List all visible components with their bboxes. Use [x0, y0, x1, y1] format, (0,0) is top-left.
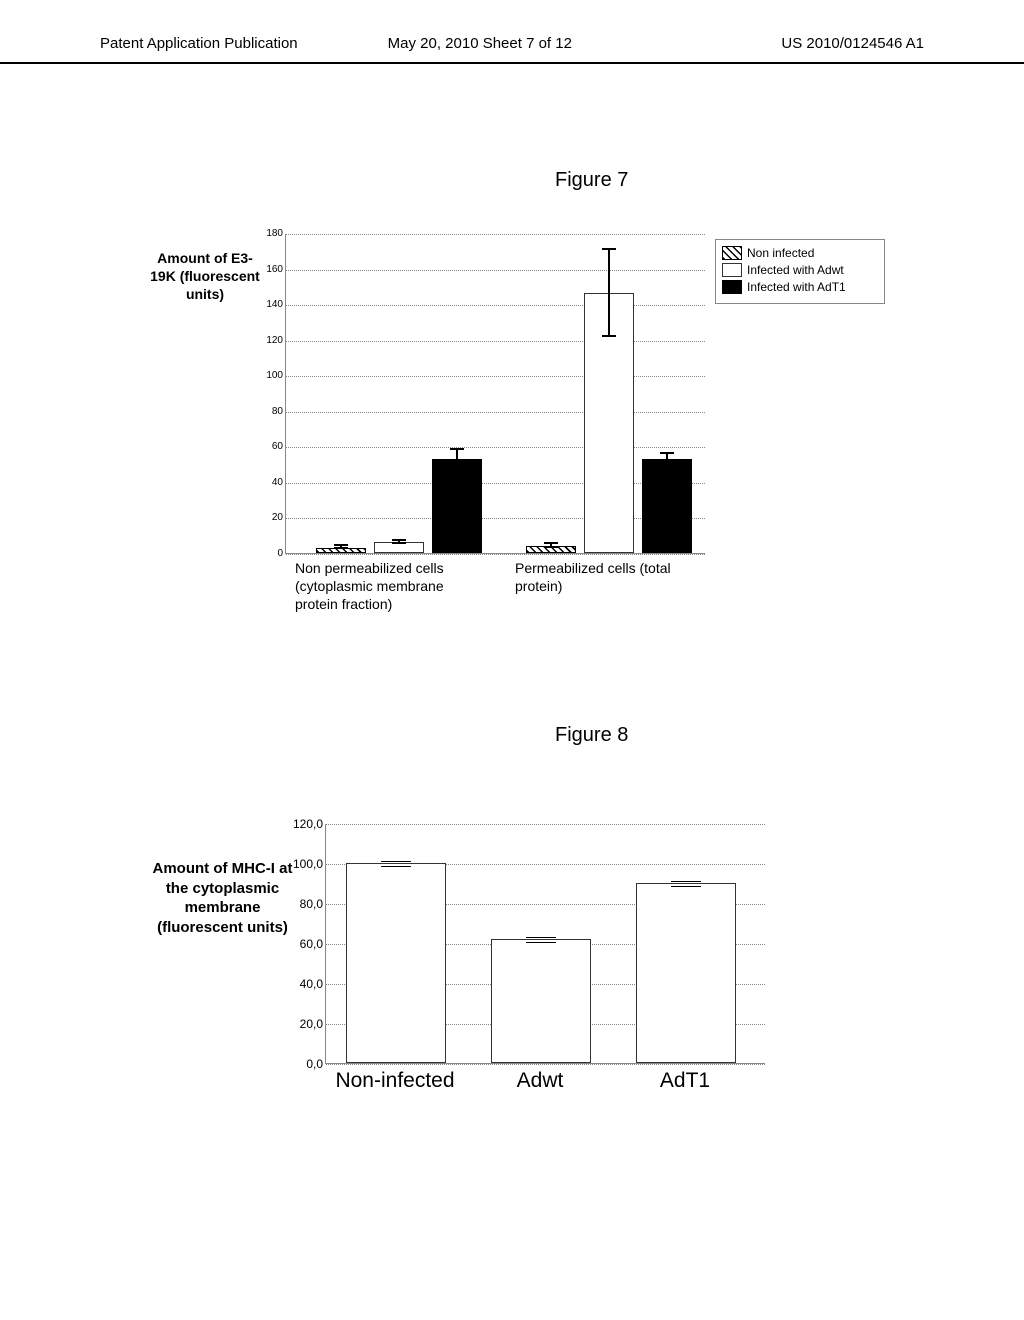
- chart7-errorbar: [666, 452, 668, 466]
- chart7-bar: [316, 548, 366, 553]
- chart8-bar: [636, 883, 736, 1063]
- chart7-errorbar: [608, 248, 610, 337]
- chart7-gridline: [286, 270, 705, 271]
- chart7-bar: [642, 459, 692, 553]
- chart8-errorbar: [671, 881, 701, 887]
- chart8-ytick: 40,0: [288, 977, 323, 991]
- header-right: US 2010/0124546 A1: [781, 35, 924, 52]
- chart8-plot: 0,020,040,060,080,0100,0120,0: [325, 824, 765, 1064]
- legend-label: Infected with AdT1: [747, 280, 846, 294]
- figure7-title: Figure 7: [555, 169, 628, 192]
- chart7-legend-item: Non infected: [722, 246, 878, 260]
- chart8-errorbar: [381, 861, 411, 867]
- page-header: Patent Application Publication May 20, 2…: [0, 0, 1024, 64]
- chart8-bar: [346, 863, 446, 1063]
- chart7-ylabel: Amount of E3-19K (fluorescent units): [145, 249, 265, 304]
- chart7-container: Amount of E3-19K (fluorescent units) 020…: [145, 234, 885, 654]
- legend-swatch: [722, 280, 742, 294]
- legend-label: Non infected: [747, 246, 814, 260]
- chart8-ytick: 80,0: [288, 897, 323, 911]
- chart7-ytick: 180: [258, 228, 283, 239]
- chart7-errorbar: [398, 539, 400, 544]
- chart7-gridline: [286, 447, 705, 448]
- chart7-gridline: [286, 554, 705, 555]
- chart8-ytick: 0,0: [288, 1057, 323, 1071]
- chart8-errorbar: [526, 937, 556, 943]
- figure8-title: Figure 8: [555, 724, 628, 747]
- chart8-gridline: [326, 824, 765, 825]
- chart7-ytick: 20: [258, 512, 283, 523]
- chart8-ytick: 60,0: [288, 937, 323, 951]
- chart8-xlabel: Non-infected: [325, 1069, 465, 1093]
- chart7-xlabel-2: Permeabilized cells (total protein): [515, 559, 695, 595]
- chart7-errorbar: [456, 448, 458, 469]
- chart7-ytick: 100: [258, 370, 283, 381]
- chart7-bar: [526, 546, 576, 553]
- chart7-legend: Non infected Infected with Adwt Infected w…: [715, 239, 885, 304]
- chart7-errorbar: [340, 544, 342, 549]
- chart7-bar: [584, 293, 634, 553]
- chart7-ytick: 40: [258, 477, 283, 488]
- chart7-ytick: 80: [258, 406, 283, 417]
- header-center: May 20, 2010 Sheet 7 of 12: [388, 35, 572, 52]
- legend-swatch: [722, 246, 742, 260]
- header-left: Patent Application Publication: [100, 35, 298, 52]
- chart7-gridline: [286, 341, 705, 342]
- chart7-ytick: 160: [258, 264, 283, 275]
- chart7-gridline: [286, 376, 705, 377]
- chart7-gridline: [286, 305, 705, 306]
- chart7-ytick: 120: [258, 335, 283, 346]
- chart7-gridline: [286, 412, 705, 413]
- chart7-errorbar: [550, 542, 552, 547]
- chart7-legend-item: Infected with AdT1: [722, 280, 878, 294]
- chart7-legend-item: Infected with Adwt: [722, 263, 878, 277]
- chart7-ytick: 60: [258, 441, 283, 452]
- chart7-gridline: [286, 234, 705, 235]
- chart8-container: Amount of MHC-I at the cytoplasmic membr…: [145, 814, 885, 1154]
- chart8-ytick: 100,0: [288, 857, 323, 871]
- chart8-ytick: 20,0: [288, 1017, 323, 1031]
- chart8-xlabel: AdT1: [615, 1069, 755, 1093]
- chart7-ytick: 140: [258, 299, 283, 310]
- legend-swatch: [722, 263, 742, 277]
- chart8-xlabel: Adwt: [470, 1069, 610, 1093]
- chart7-plot: 020406080100120140160180: [285, 234, 705, 554]
- chart8-ytick: 120,0: [288, 817, 323, 831]
- chart8-ylabel: Amount of MHC-I at the cytoplasmic membr…: [145, 859, 300, 937]
- chart7-bar: [432, 459, 482, 553]
- chart7-ytick: 0: [258, 548, 283, 559]
- chart8-gridline: [326, 1064, 765, 1065]
- chart8-bar: [491, 939, 591, 1063]
- chart7-xlabel-1: Non permeabilized cells (cytoplasmic mem…: [295, 559, 475, 614]
- chart7-bar: [374, 542, 424, 553]
- legend-label: Infected with Adwt: [747, 263, 844, 277]
